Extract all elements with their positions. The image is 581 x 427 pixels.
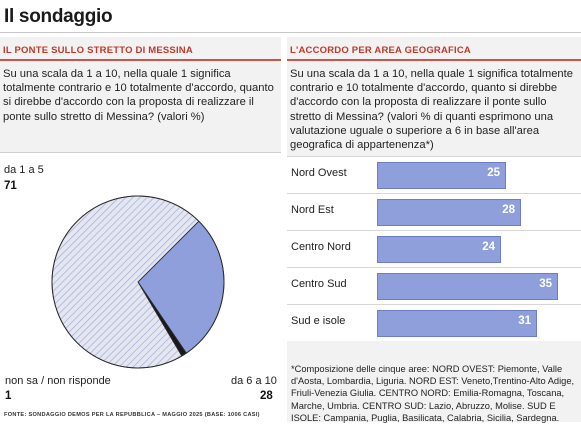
bar: [377, 162, 506, 189]
bar-chart: Nord Ovest 25 Nord Est 28 Centro Nord 24 Centr…: [287, 156, 581, 341]
pie-label-1-5: da 1 a 5: [4, 164, 44, 176]
pie-chart-area: da 1 a 5 71 non sa / non risponde 1 da 6…: [0, 152, 281, 406]
pie-chart: [51, 195, 225, 369]
bar-category-label: Nord Ovest: [291, 167, 347, 179]
bar-value-label: 35: [539, 278, 552, 290]
bar-row: Sud e isole 31: [287, 304, 581, 341]
bar-category-label: Centro Sud: [291, 278, 347, 290]
pie-label-6-10: da 6 a 10: [231, 375, 277, 387]
pie-value-6-10: 28: [260, 390, 273, 402]
bar-row: Nord Est 28: [287, 193, 581, 230]
footnote: *Composizione delle cinque aree: NORD OV…: [291, 364, 575, 423]
left-heading-rule: [0, 59, 281, 61]
right-panel: L'ACCORDO PER AREA GEOGRAFICA Su una sca…: [287, 37, 581, 423]
pie-value-1-5: 71: [4, 180, 17, 192]
right-question: Su una scala da 1 a 10, nella quale 1 si…: [290, 68, 573, 152]
left-panel-heading: IL PONTE SULLO STRETTO DI MESSINA: [3, 45, 193, 56]
bar: [377, 199, 521, 226]
pie-outline: [51, 195, 225, 369]
left-question: Su una scala da 1 a 10, nella quale 1 si…: [3, 68, 274, 123]
source-note: FONTE: SONDAGGIO DEMOS PER LA REPUBBLICA…: [4, 412, 260, 418]
bar: [377, 273, 558, 300]
bar-row: Nord Ovest 25: [287, 156, 581, 193]
left-panel: IL PONTE SULLO STRETTO DI MESSINA Su una…: [0, 37, 281, 406]
bar-row: Centro Nord 24: [287, 230, 581, 267]
bar-row: Centro Sud 35: [287, 267, 581, 304]
bar: [377, 310, 537, 337]
pie-value-non-sa: 1: [5, 390, 12, 402]
page-title: Il sondaggio: [4, 6, 113, 27]
pie-label-non-sa: non sa / non risponde: [5, 375, 111, 387]
bar-value-label: 24: [482, 241, 495, 253]
bar-category-label: Sud e isole: [291, 315, 346, 327]
bar-category-label: Nord Est: [291, 204, 334, 216]
right-panel-heading: L'ACCORDO PER AREA GEOGRAFICA: [290, 45, 471, 56]
bar: [377, 236, 501, 263]
bar-value-label: 31: [518, 315, 531, 327]
title-divider: [0, 32, 581, 33]
bar-value-label: 25: [487, 167, 500, 179]
bar-category-label: Centro Nord: [291, 241, 351, 253]
right-heading-rule: [287, 59, 581, 61]
bar-value-label: 28: [502, 204, 515, 216]
